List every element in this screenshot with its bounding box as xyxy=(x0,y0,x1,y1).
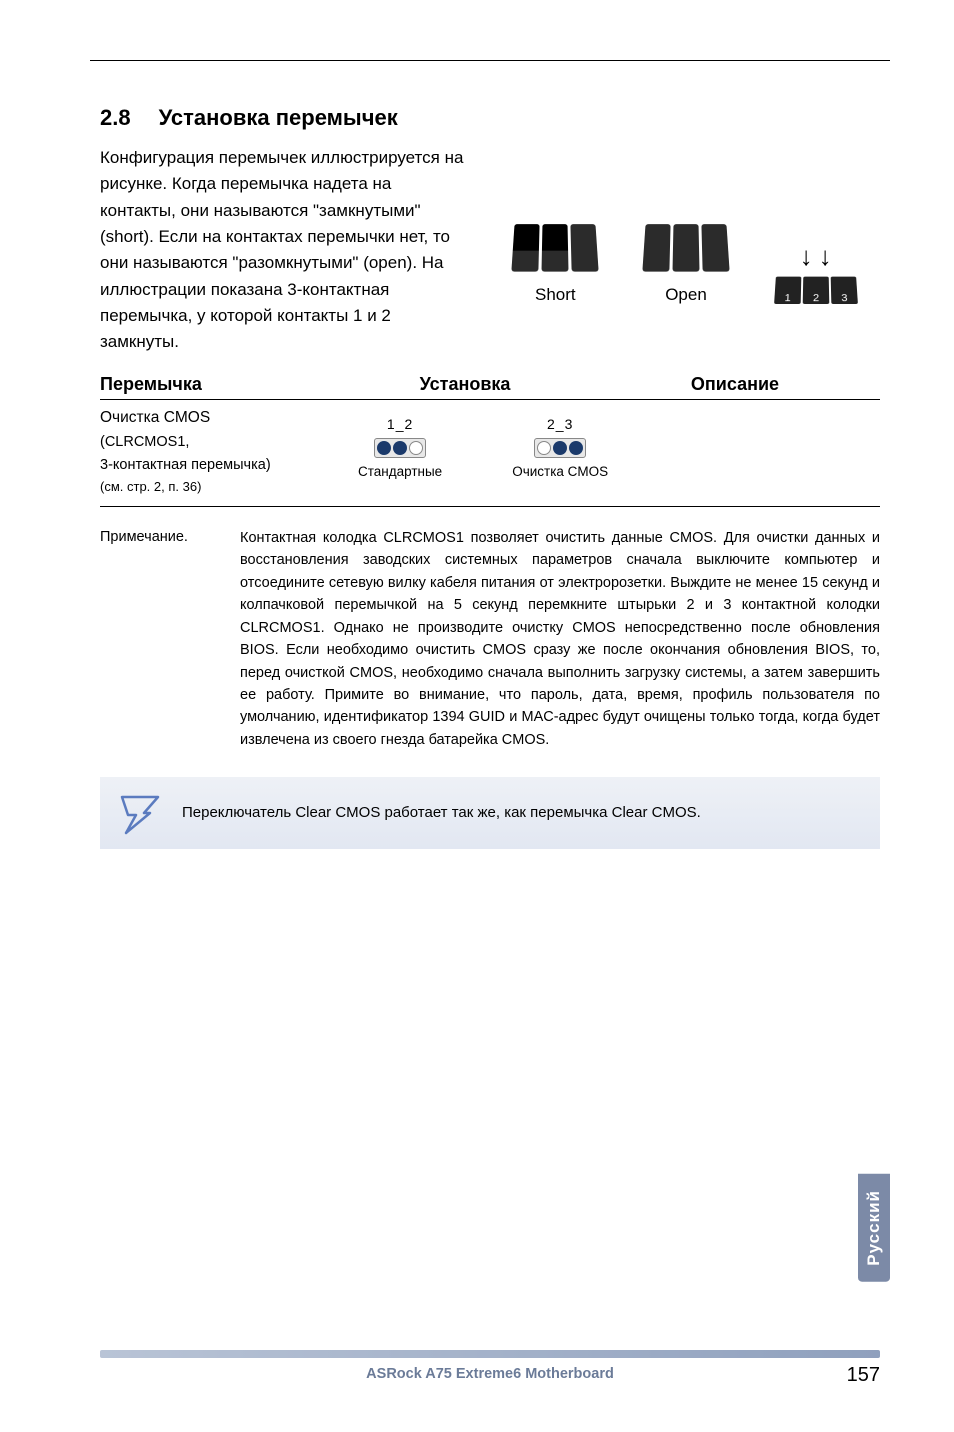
jumper-arrow-col: ↓ ↓ 1 2 3 xyxy=(775,243,857,305)
jumper-figure: Short Open ↓ ↓ 1 2 3 xyxy=(490,145,880,315)
pin-icon xyxy=(542,224,569,272)
pin-cell: 2 xyxy=(802,277,829,304)
arrow-down-icon: ↓ xyxy=(800,243,813,269)
page-footer: ASRock A75 Extreme6 Motherboard 157 xyxy=(100,1350,880,1382)
setting-a-nums: 1_2 xyxy=(387,416,413,432)
arrow-down-icon: ↓ xyxy=(819,243,832,269)
section-number: 2.8 xyxy=(100,105,131,131)
page-number: 157 xyxy=(847,1364,880,1387)
setting-b-nums: 2_3 xyxy=(547,416,573,432)
pin-icon xyxy=(642,224,670,272)
note-label: Примечание. xyxy=(100,527,210,752)
top-rule xyxy=(90,60,890,61)
row-line3: 3-контактная перемычка) xyxy=(100,454,340,477)
section-header: 2.8 Установка перемычек xyxy=(100,105,880,131)
callout-text: Переключатель Clear CMOS работает так же… xyxy=(182,802,701,825)
th-setting: Установка xyxy=(340,374,590,395)
pin-cell: 1 xyxy=(774,277,801,304)
table-row: Очистка CMOS (CLRCMOS1, 3-контактная пер… xyxy=(100,400,880,507)
footer-title: ASRock A75 Extreme6 Motherboard xyxy=(366,1366,614,1382)
intro-row: Конфигурация перемычек иллюстрируется на… xyxy=(100,145,880,356)
section-title: Установка перемычек xyxy=(159,105,398,131)
td-settings: 1_2 Стандартные 2_3 Очистка CMOS xyxy=(340,406,608,498)
setting-a: 1_2 Стандартные xyxy=(358,416,442,498)
open-label: Open xyxy=(665,285,707,305)
setting-a-caption: Стандартные xyxy=(358,464,442,479)
pin-icon xyxy=(571,224,599,272)
short-label: Short xyxy=(535,285,576,305)
setting-b: 2_3 Очистка CMOS xyxy=(512,416,608,498)
pin-icon xyxy=(512,224,540,272)
jumper-diagram-icon xyxy=(534,438,586,458)
pin-icon xyxy=(701,224,729,272)
intro-text: Конфигурация перемычек иллюстрируется на… xyxy=(100,145,470,356)
note-row: Примечание. Контактная колодка CLRCMOS1 … xyxy=(100,527,880,752)
row-line4: (см. стр. 2, п. 36) xyxy=(100,477,340,498)
pin-cell: 3 xyxy=(830,277,857,304)
table-header-row: Перемычка Установка Описание xyxy=(100,374,880,400)
language-side-tab: Русский xyxy=(858,1174,890,1282)
footer-rule xyxy=(100,1350,880,1358)
row-line1: Очистка CMOS xyxy=(100,406,340,431)
callout-box: Переключатель Clear CMOS работает так же… xyxy=(100,777,880,849)
note-body: Контактная колодка CLRCMOS1 позволяет оч… xyxy=(240,527,880,752)
td-jumper: Очистка CMOS (CLRCMOS1, 3-контактная пер… xyxy=(100,406,340,498)
pin-icon xyxy=(672,224,699,272)
lightning-note-icon xyxy=(116,789,164,837)
row-line2: (CLRCMOS1, xyxy=(100,431,340,454)
jumper-diagram-icon xyxy=(374,438,426,458)
th-jumper: Перемычка xyxy=(100,374,340,395)
th-desc: Описание xyxy=(590,374,880,395)
setting-b-caption: Очистка CMOS xyxy=(512,464,608,479)
jumper-open-col: Open xyxy=(644,221,728,305)
jumper-short-col: Short xyxy=(513,221,597,305)
